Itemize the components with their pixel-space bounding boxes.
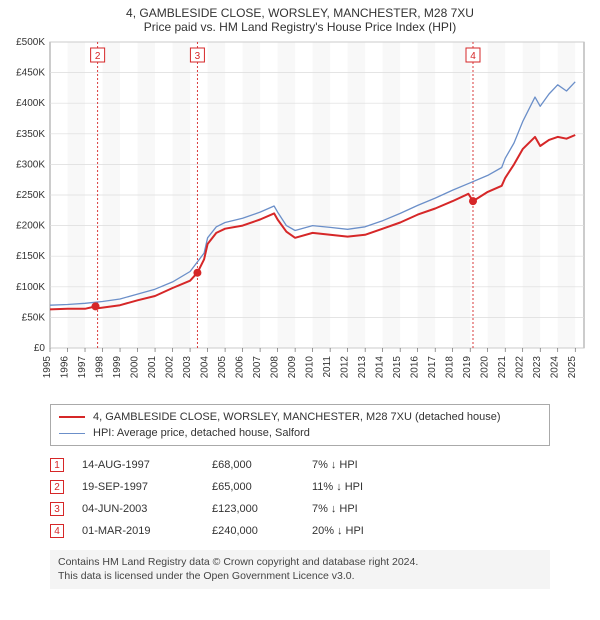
svg-text:£200K: £200K (16, 221, 45, 232)
svg-text:1996: 1996 (60, 356, 71, 379)
event-marker: 2 (50, 480, 64, 494)
svg-text:2021: 2021 (497, 356, 508, 379)
event-marker: 4 (50, 524, 64, 538)
svg-text:£500K: £500K (16, 38, 45, 48)
svg-text:2010: 2010 (305, 356, 316, 379)
event-row: 2 19-SEP-1997£65,00011%↓HPI (50, 476, 550, 498)
event-diff: 11%↓HPI (312, 481, 432, 493)
event-diff: 7%↓HPI (312, 503, 432, 515)
legend-swatch (59, 433, 85, 434)
event-price: £65,000 (212, 481, 312, 493)
svg-text:£0: £0 (34, 343, 46, 354)
event-row: 4 01-MAR-2019£240,00020%↓HPI (50, 520, 550, 542)
svg-text:2022: 2022 (515, 356, 526, 379)
svg-text:2004: 2004 (200, 356, 211, 379)
svg-text:1995: 1995 (42, 356, 53, 379)
svg-text:1997: 1997 (77, 356, 88, 379)
events-table: 114-AUG-1997£68,0007%↓HPI219-SEP-1997£65… (50, 454, 550, 542)
event-diff-hpi: HPI (339, 459, 357, 471)
footer: Contains HM Land Registry data © Crown c… (50, 550, 550, 589)
svg-text:4: 4 (470, 51, 476, 62)
chart-svg: £0 £50K £100K £150K £200K £250K £300K £350K £400… (6, 38, 594, 398)
svg-text:2018: 2018 (445, 356, 456, 379)
event-date: 01-MAR-2019 (82, 525, 212, 537)
svg-text:£50K: £50K (22, 312, 46, 323)
svg-text:1999: 1999 (112, 356, 123, 379)
event-diff-pct: 7% (312, 459, 328, 471)
svg-text:£150K: £150K (16, 251, 45, 262)
svg-text:2006: 2006 (235, 356, 246, 379)
svg-text:2016: 2016 (410, 356, 421, 379)
svg-text:2023: 2023 (532, 356, 543, 379)
svg-text:2013: 2013 (357, 356, 368, 379)
event-diff-pct: 7% (312, 503, 328, 515)
svg-text:£300K: £300K (16, 159, 45, 170)
svg-text:2025: 2025 (567, 356, 578, 379)
svg-text:2014: 2014 (375, 356, 386, 379)
svg-text:£350K: £350K (16, 129, 45, 140)
title-line-2: Price paid vs. HM Land Registry's House … (6, 20, 594, 34)
arrow-down-icon: ↓ (337, 525, 343, 537)
svg-text:3: 3 (195, 51, 201, 62)
title-line-1: 4, GAMBLESIDE CLOSE, WORSLEY, MANCHESTER… (6, 6, 594, 20)
svg-text:£250K: £250K (16, 190, 45, 201)
legend-row: HPI: Average price, detached house, Salf… (59, 425, 541, 441)
event-date: 19-SEP-1997 (82, 481, 212, 493)
event-diff: 7%↓HPI (312, 459, 432, 471)
chart-area: £0 £50K £100K £150K £200K £250K £300K £350K £400… (6, 38, 594, 398)
event-row: 1 14-AUG-1997£68,0007%↓HPI (50, 454, 550, 476)
event-price: £123,000 (212, 503, 312, 515)
event-price: £68,000 (212, 459, 312, 471)
event-marker: 1 (50, 458, 64, 472)
event-diff: 20%↓HPI (312, 525, 432, 537)
svg-text:2015: 2015 (392, 356, 403, 379)
svg-text:2007: 2007 (252, 356, 263, 379)
legend-swatch (59, 416, 85, 418)
svg-text:2000: 2000 (130, 356, 141, 379)
svg-text:2024: 2024 (550, 356, 561, 379)
svg-text:2019: 2019 (462, 356, 473, 379)
event-date: 04-JUN-2003 (82, 503, 212, 515)
svg-text:2011: 2011 (322, 356, 333, 378)
svg-text:£450K: £450K (16, 68, 45, 79)
legend-row: 4, GAMBLESIDE CLOSE, WORSLEY, MANCHESTER… (59, 409, 541, 425)
svg-text:£400K: £400K (16, 98, 45, 109)
svg-text:2003: 2003 (182, 356, 193, 379)
svg-text:2017: 2017 (427, 356, 438, 379)
svg-text:2001: 2001 (147, 356, 158, 379)
legend-label: HPI: Average price, detached house, Salf… (93, 427, 310, 439)
svg-text:2008: 2008 (270, 356, 281, 379)
footer-line-1: Contains HM Land Registry data © Crown c… (58, 556, 542, 570)
svg-text:2005: 2005 (217, 356, 228, 379)
title-block: 4, GAMBLESIDE CLOSE, WORSLEY, MANCHESTER… (6, 6, 594, 34)
svg-text:2009: 2009 (287, 356, 298, 379)
event-diff-hpi: HPI (345, 481, 363, 493)
event-diff-pct: 11% (312, 481, 333, 493)
svg-text:£100K: £100K (16, 282, 45, 293)
arrow-down-icon: ↓ (331, 503, 337, 515)
chart-container: 4, GAMBLESIDE CLOSE, WORSLEY, MANCHESTER… (6, 6, 594, 589)
event-diff-hpi: HPI (346, 525, 364, 537)
event-row: 3 04-JUN-2003£123,0007%↓HPI (50, 498, 550, 520)
svg-text:2012: 2012 (340, 356, 351, 379)
arrow-down-icon: ↓ (336, 481, 342, 493)
svg-text:2: 2 (95, 51, 101, 62)
event-price: £240,000 (212, 525, 312, 537)
legend-label: 4, GAMBLESIDE CLOSE, WORSLEY, MANCHESTER… (93, 411, 501, 423)
svg-text:1998: 1998 (95, 356, 106, 379)
legend: 4, GAMBLESIDE CLOSE, WORSLEY, MANCHESTER… (50, 404, 550, 446)
event-date: 14-AUG-1997 (82, 459, 212, 471)
svg-text:2002: 2002 (165, 356, 176, 379)
arrow-down-icon: ↓ (331, 459, 337, 471)
event-diff-hpi: HPI (339, 503, 357, 515)
event-diff-pct: 20% (312, 525, 334, 537)
svg-text:2020: 2020 (480, 356, 491, 379)
footer-line-2: This data is licensed under the Open Gov… (58, 570, 542, 584)
event-marker: 3 (50, 502, 64, 516)
